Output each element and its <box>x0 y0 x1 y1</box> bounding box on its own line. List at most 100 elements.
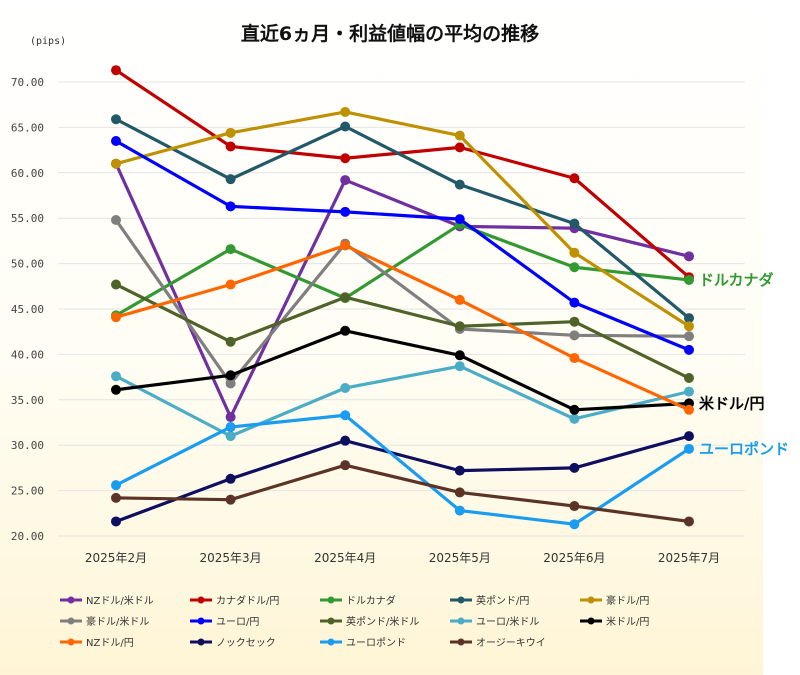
x-tick-label: 2025年2月 <box>85 551 147 565</box>
legend-swatch-dot <box>67 617 75 625</box>
y-axis-ticks: 20.00 25.00 30.00 35.00 40.00 45.00 50.00 55.00… <box>11 76 44 543</box>
y-tick-label: 70.00 <box>11 76 44 89</box>
data-point <box>569 218 580 229</box>
legend-swatch-dot <box>327 638 335 646</box>
data-point <box>454 505 465 516</box>
data-point <box>225 422 236 433</box>
data-point <box>454 321 465 332</box>
data-point <box>225 412 236 423</box>
data-point <box>340 325 351 336</box>
legend-swatch-dot <box>197 638 205 646</box>
legend-label: NZドル/米ドル <box>86 594 154 607</box>
legend-item: 英ポンド/米ドル <box>320 615 419 628</box>
data-point <box>454 465 465 476</box>
series-12 <box>111 410 694 530</box>
data-point <box>569 353 580 364</box>
legend-swatch-dot <box>587 596 595 604</box>
data-point <box>569 501 580 512</box>
data-point <box>454 487 465 498</box>
x-tick-label: 2025年5月 <box>429 551 491 565</box>
x-axis-ticks: 2025年2月 2025年3月 2025年4月 2025年5月 2025年6月 2025年… <box>85 551 720 565</box>
data-point <box>340 435 351 446</box>
data-point <box>569 173 580 184</box>
data-point <box>684 431 694 442</box>
series-line <box>114 222 691 317</box>
data-point <box>684 344 694 355</box>
series-line <box>114 329 691 412</box>
legend-label: 英ポンド/米ドル <box>346 615 419 628</box>
data-point <box>569 330 580 341</box>
data-point <box>684 386 694 397</box>
series-3 <box>111 114 694 324</box>
legend-label: ユーロ/円 <box>216 617 259 628</box>
legend-label: ユーロポンド <box>346 637 406 649</box>
series-10 <box>111 240 694 415</box>
data-point <box>225 127 236 138</box>
data-point <box>111 215 121 226</box>
data-point <box>454 294 465 305</box>
data-point <box>684 251 694 262</box>
data-point <box>454 179 465 190</box>
data-point <box>111 516 121 527</box>
data-point <box>111 312 121 323</box>
legend-swatch-dot <box>587 617 595 625</box>
data-point <box>569 404 580 415</box>
legend-item: 英ポンド/円 <box>450 594 529 607</box>
series-line <box>114 218 691 386</box>
series-annotation: ドルカナダ <box>699 271 774 289</box>
series-7 <box>111 279 694 384</box>
data-point <box>569 262 580 273</box>
series-line <box>114 68 691 279</box>
data-point <box>454 142 465 153</box>
legend-label: カナダドル/円 <box>216 594 279 607</box>
legend-swatch-dot <box>457 638 465 646</box>
series-line <box>114 139 691 352</box>
data-point <box>225 431 236 442</box>
legend-item: ユーロ/米ドル <box>450 615 539 628</box>
data-point <box>111 65 121 76</box>
data-point <box>340 106 351 117</box>
data-point <box>569 462 580 473</box>
data-point <box>111 384 121 395</box>
data-point <box>111 492 121 503</box>
y-tick-label: 65.00 <box>11 121 44 134</box>
legend-item: 豪ドル/円 <box>580 594 649 607</box>
chart-title: 直近6ヵ月・利益値幅の平均の推移 <box>241 22 539 45</box>
legend-swatch-dot <box>197 617 205 625</box>
data-point <box>340 292 351 303</box>
series-line <box>114 117 691 320</box>
y-axis-unit-label: (pips) <box>30 36 66 47</box>
series-line <box>114 110 691 328</box>
series-annotation: ユーロポンド <box>699 440 789 458</box>
legend-swatch-dot <box>67 638 75 646</box>
data-point <box>225 141 236 152</box>
legend-item: 豪ドル/米ドル <box>60 615 149 628</box>
series-line <box>114 364 691 438</box>
legend-item: オージーキウイ <box>450 637 546 649</box>
data-point <box>684 331 694 342</box>
data-point <box>684 313 694 324</box>
data-point <box>225 370 236 381</box>
data-point <box>225 174 236 185</box>
series-6 <box>111 136 694 355</box>
data-point <box>684 274 694 285</box>
legend-label: 豪ドル/米ドル <box>86 615 149 628</box>
data-point <box>111 158 121 169</box>
series-line <box>114 282 691 380</box>
data-point <box>340 382 351 393</box>
series-4 <box>111 106 694 332</box>
x-tick-label: 2025年3月 <box>200 551 262 565</box>
data-point <box>111 279 121 290</box>
legend-item: カナダドル/円 <box>190 594 279 607</box>
x-tick-label: 2025年4月 <box>314 551 376 565</box>
data-point <box>225 201 236 212</box>
y-tick-label: 30.00 <box>11 439 44 452</box>
data-point <box>569 519 580 530</box>
y-tick-label: 50.00 <box>11 258 44 271</box>
legend-swatch-dot <box>67 596 75 604</box>
legend-label: ノックセック <box>216 637 276 649</box>
legend-label: ユーロ/米ドル <box>476 615 539 628</box>
